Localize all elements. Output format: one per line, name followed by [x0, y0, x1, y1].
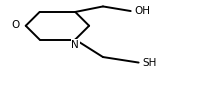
Text: SH: SH [143, 58, 157, 68]
Text: O: O [11, 20, 20, 30]
Text: N: N [71, 40, 79, 50]
Text: OH: OH [135, 6, 151, 16]
